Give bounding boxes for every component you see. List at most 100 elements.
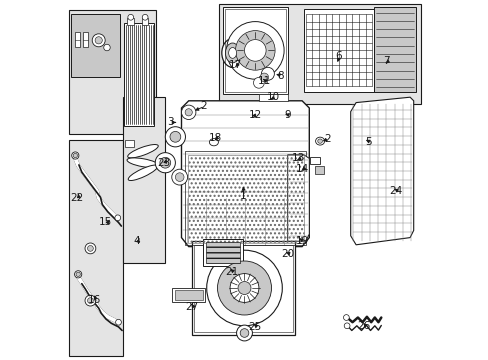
Text: 6: 6 — [334, 51, 341, 61]
Circle shape — [72, 152, 79, 159]
Bar — [219, 4, 420, 104]
Text: 10: 10 — [266, 92, 279, 102]
Text: 18: 18 — [209, 132, 222, 143]
Circle shape — [171, 169, 187, 185]
Circle shape — [226, 22, 284, 79]
Text: 26: 26 — [357, 321, 370, 331]
Bar — [303, 9, 373, 92]
Bar — [125, 140, 133, 147]
Circle shape — [244, 40, 265, 61]
Text: 9: 9 — [284, 110, 290, 120]
Circle shape — [343, 315, 348, 320]
Ellipse shape — [127, 144, 158, 158]
Text: 16: 16 — [87, 294, 101, 305]
Text: 4: 4 — [133, 236, 140, 246]
Text: 22: 22 — [70, 193, 83, 203]
Circle shape — [142, 14, 148, 20]
Bar — [258, 94, 287, 101]
Circle shape — [238, 282, 250, 294]
Ellipse shape — [315, 137, 324, 145]
Bar — [142, 18, 148, 25]
Circle shape — [115, 319, 121, 325]
Circle shape — [85, 295, 96, 306]
Text: 2: 2 — [200, 101, 206, 111]
Text: 13: 13 — [291, 153, 305, 163]
Text: 25: 25 — [248, 322, 262, 332]
Polygon shape — [350, 97, 413, 245]
Text: 14: 14 — [295, 164, 308, 174]
Text: 15: 15 — [99, 217, 112, 228]
Text: 24: 24 — [388, 186, 402, 196]
Bar — [224, 9, 285, 92]
Circle shape — [87, 298, 93, 303]
Bar — [122, 97, 165, 263]
Ellipse shape — [228, 48, 236, 58]
Circle shape — [253, 77, 264, 88]
Ellipse shape — [317, 139, 322, 143]
Bar — [309, 157, 320, 164]
Bar — [194, 245, 292, 332]
Circle shape — [160, 157, 170, 168]
Bar — [223, 7, 287, 94]
Circle shape — [240, 329, 248, 337]
Circle shape — [92, 34, 105, 47]
Bar — [314, 166, 324, 174]
Circle shape — [181, 105, 196, 120]
Circle shape — [170, 131, 181, 142]
Circle shape — [165, 127, 185, 147]
Text: 23: 23 — [157, 158, 170, 168]
Text: 1: 1 — [239, 191, 245, 201]
Circle shape — [76, 272, 80, 276]
Bar — [127, 18, 134, 25]
Text: 17: 17 — [228, 60, 242, 70]
Text: 19: 19 — [295, 236, 308, 246]
Bar — [69, 140, 122, 356]
Bar — [174, 290, 203, 300]
Bar — [185, 151, 305, 245]
Bar — [83, 32, 88, 47]
Circle shape — [85, 243, 96, 254]
Circle shape — [127, 14, 133, 20]
Circle shape — [260, 73, 268, 82]
Circle shape — [175, 173, 183, 181]
Bar — [69, 10, 156, 134]
Ellipse shape — [222, 39, 243, 67]
Circle shape — [75, 271, 81, 278]
Ellipse shape — [209, 139, 218, 146]
Circle shape — [236, 325, 252, 341]
Ellipse shape — [225, 43, 239, 63]
Text: 12: 12 — [248, 110, 262, 120]
Circle shape — [206, 250, 282, 326]
Circle shape — [230, 274, 258, 302]
Bar — [203, 239, 242, 266]
Bar — [192, 241, 294, 335]
Circle shape — [95, 37, 102, 44]
Polygon shape — [287, 155, 309, 241]
Circle shape — [103, 44, 110, 51]
Bar — [71, 14, 120, 77]
Bar — [187, 155, 303, 243]
Text: 7: 7 — [383, 56, 389, 66]
Circle shape — [344, 323, 349, 329]
Circle shape — [261, 67, 274, 80]
Ellipse shape — [127, 158, 159, 167]
Text: 5: 5 — [365, 137, 371, 147]
Bar — [123, 23, 154, 126]
Circle shape — [235, 31, 275, 70]
Text: 27: 27 — [184, 302, 198, 312]
Circle shape — [155, 153, 175, 173]
Text: 11: 11 — [257, 76, 270, 86]
Ellipse shape — [128, 165, 158, 180]
Circle shape — [217, 261, 271, 315]
Bar — [75, 32, 80, 47]
Bar — [172, 288, 204, 302]
Bar — [205, 242, 240, 263]
Text: 2: 2 — [324, 134, 330, 144]
Circle shape — [73, 153, 77, 158]
Text: 8: 8 — [277, 71, 283, 81]
Bar — [373, 7, 415, 92]
Circle shape — [185, 109, 192, 116]
Text: 20: 20 — [281, 249, 294, 259]
Text: 3: 3 — [167, 117, 174, 127]
Circle shape — [87, 246, 93, 251]
